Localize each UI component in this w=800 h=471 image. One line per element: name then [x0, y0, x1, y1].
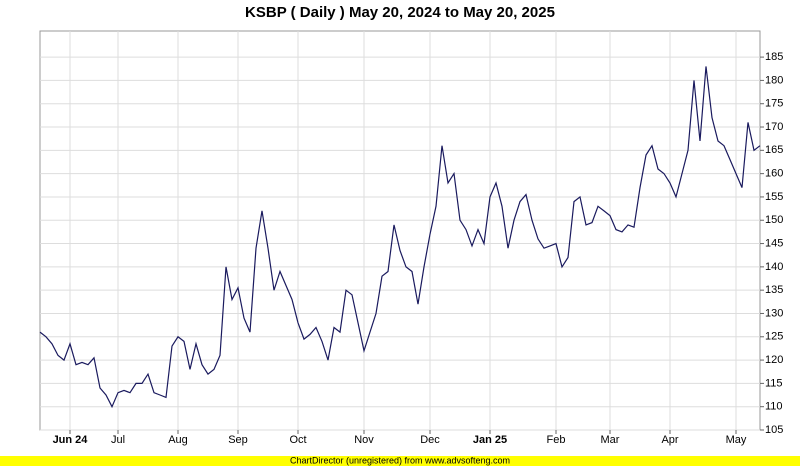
x-tick-label: Feb [547, 434, 566, 446]
footer-bar [0, 456, 800, 466]
y-tick-label: 155 [765, 191, 783, 203]
price-line [39, 66, 761, 409]
y-tick-label: 180 [765, 74, 783, 86]
y-tick-label: 185 [765, 51, 783, 63]
footer: ChartDirector (unregistered) from www.ad… [290, 455, 510, 465]
y-tick-label: 125 [765, 331, 783, 343]
y-tick-label: 165 [765, 144, 783, 156]
x-tick-label: Aug [168, 434, 188, 446]
y-tick-label: 160 [765, 168, 783, 180]
y-tick-label: 130 [765, 307, 783, 319]
y-tick-label: 145 [765, 237, 783, 249]
x-tick-label: Sep [228, 434, 248, 446]
y-tick-label: 105 [765, 424, 783, 436]
x-tick-label: Mar [601, 434, 620, 446]
x-tick-label: Oct [289, 434, 306, 446]
x-tick-label: Jul [111, 434, 125, 446]
y-tick-label: 150 [765, 214, 783, 226]
y-tick-label: 175 [765, 98, 783, 110]
y-tick-label: 120 [765, 354, 783, 366]
y-tick-label: 170 [765, 121, 783, 133]
x-tick-label: May [726, 434, 747, 446]
y-tick-label: 140 [765, 261, 783, 273]
y-tick-label: 115 [765, 377, 783, 389]
x-tick-label: Jun 24 [53, 434, 89, 446]
x-tick-label: Nov [354, 434, 374, 446]
chart-title: KSBP ( Daily ) May 20, 2024 to May 20, 2… [245, 4, 555, 21]
x-tick-label: Jan 25 [473, 434, 507, 446]
plot-area [39, 30, 761, 431]
x-tick-label: Dec [420, 434, 440, 446]
x-tick-label: Apr [661, 434, 678, 446]
y-tick-label: 135 [765, 284, 783, 296]
y-tick-label: 110 [765, 401, 783, 413]
